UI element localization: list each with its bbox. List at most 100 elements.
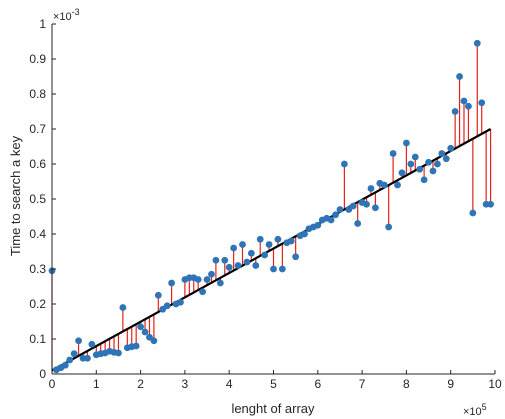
data-point	[403, 139, 410, 147]
data-point	[132, 342, 140, 350]
data-point	[75, 337, 82, 345]
x-tick-label: 3	[182, 377, 189, 391]
y-tick-label: 1	[39, 17, 46, 31]
data-point	[363, 200, 370, 208]
data-point	[349, 202, 357, 210]
data-point	[203, 276, 211, 283]
data-point	[141, 328, 149, 336]
data-point	[61, 361, 69, 369]
data-point	[115, 349, 122, 357]
x-tick-label: 7	[359, 377, 366, 391]
data-point	[119, 304, 127, 311]
data-point	[442, 155, 450, 163]
x-tick-label: 4	[226, 377, 233, 391]
data-point	[460, 97, 468, 105]
y-tick-label: 0.1	[29, 332, 46, 346]
data-point	[274, 235, 282, 243]
data-point	[221, 256, 229, 264]
data-point	[487, 200, 494, 208]
data-point	[434, 160, 441, 168]
data-point	[456, 73, 463, 80]
data-point	[230, 244, 238, 252]
data-point	[265, 241, 273, 248]
data-point	[168, 279, 176, 287]
data-point	[150, 337, 158, 345]
data-point	[208, 270, 215, 278]
data-point	[261, 251, 269, 259]
data-point	[371, 204, 379, 212]
residual-stems	[51, 43, 492, 371]
data-point	[84, 354, 91, 362]
x-tick-label: 0	[49, 377, 56, 391]
x-tick-label: 9	[447, 377, 454, 391]
data-point	[447, 144, 455, 152]
data-point	[340, 160, 348, 168]
data-point	[394, 181, 401, 189]
data-point	[429, 167, 437, 175]
x-axis-label: lenght of array	[231, 401, 315, 416]
x-tick-label: 8	[403, 377, 410, 391]
data-point	[292, 253, 300, 261]
data-point	[177, 298, 184, 306]
data-point	[247, 249, 255, 257]
y-exponent-label: ×10-3	[53, 7, 80, 23]
data-point	[278, 265, 286, 273]
data-point	[287, 237, 295, 245]
y-exponent-base: ×10	[53, 11, 72, 23]
data-point	[420, 176, 428, 184]
data-point	[385, 223, 393, 231]
y-tick-label: 0	[39, 367, 46, 381]
data-point	[225, 263, 233, 271]
data-point	[465, 102, 472, 110]
data-point	[332, 211, 339, 219]
data-point	[473, 39, 481, 47]
y-tick-label: 0.4	[29, 227, 46, 241]
data-point	[354, 220, 362, 227]
x-exponent-label: ×105	[463, 402, 487, 418]
data-point	[336, 206, 344, 213]
data-point	[70, 350, 78, 358]
data-point	[416, 165, 424, 173]
data-point	[411, 153, 419, 161]
data-point	[327, 216, 335, 224]
y-exponent-power: -3	[72, 7, 80, 17]
y-tick-label: 0.3	[29, 262, 46, 276]
data-point	[234, 262, 242, 269]
x-tick-label: 6	[314, 377, 321, 391]
data-point	[252, 262, 260, 269]
y-tick-label: 0.5	[29, 192, 46, 206]
y-tick-label: 0.8	[29, 87, 46, 101]
data-point	[469, 209, 477, 217]
data-point	[314, 221, 322, 229]
data-point	[216, 279, 224, 287]
data-point	[199, 288, 207, 296]
data-point	[478, 99, 486, 107]
y-axis-label: Time to search a key	[8, 135, 23, 256]
x-tick-label: 5	[270, 377, 277, 391]
data-point	[380, 181, 388, 189]
data-point	[389, 150, 397, 157]
data-point	[301, 230, 308, 238]
y-tick-label: 0.7	[29, 122, 46, 136]
fit-line	[51, 128, 492, 372]
y-tick-label: 0.2	[29, 297, 46, 311]
data-point	[163, 302, 171, 310]
data-point	[270, 265, 277, 273]
data-point	[154, 291, 162, 299]
x-tick-label: 2	[137, 377, 144, 391]
data-point	[256, 235, 264, 243]
y-tick-label: 0.9	[29, 52, 46, 66]
y-tick-label: 0.6	[29, 157, 46, 171]
data-point	[243, 258, 251, 266]
data-point	[66, 356, 74, 364]
data-point	[367, 185, 375, 192]
data-point	[398, 169, 406, 177]
data-point	[194, 276, 202, 283]
data-point	[438, 150, 446, 157]
data-point	[239, 241, 246, 248]
data-point	[425, 158, 432, 166]
x-exponent-power: 5	[482, 402, 487, 412]
x-tick-label: 10	[488, 377, 502, 391]
data-point	[137, 323, 145, 331]
